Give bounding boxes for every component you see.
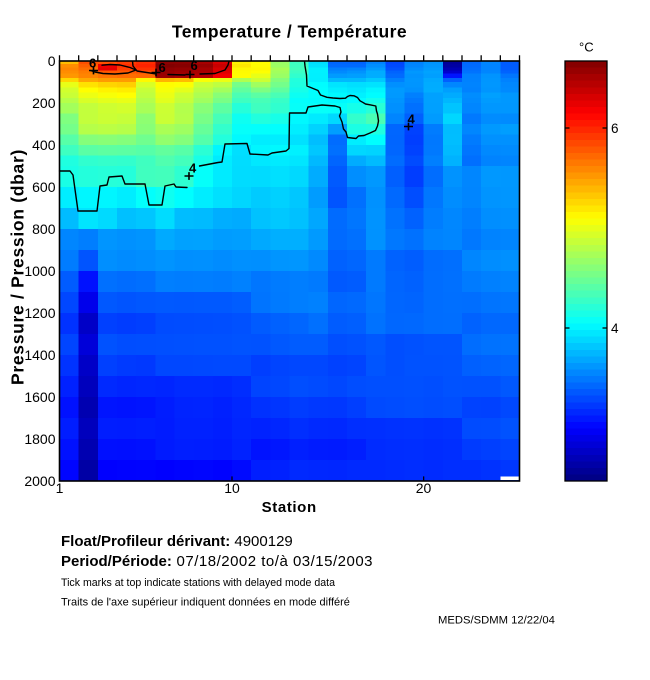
- svg-text:1400: 1400: [24, 347, 55, 363]
- svg-text:1600: 1600: [24, 389, 55, 405]
- svg-text:Temperature / Température: Temperature / Température: [172, 22, 407, 42]
- svg-text:Period/Période: 07/18/2002 t: Period/Période: 07/18/2002 to/à 03/15/20…: [61, 553, 373, 570]
- svg-text:6: 6: [159, 60, 166, 75]
- svg-text:MEDS/SDMM 12/22/04: MEDS/SDMM 12/22/04: [438, 615, 555, 627]
- svg-text:800: 800: [32, 221, 56, 237]
- svg-text:Pressure / Pression (dbar): Pressure / Pression (dbar): [8, 149, 28, 385]
- svg-text:Station: Station: [262, 499, 317, 516]
- svg-text:6: 6: [191, 58, 198, 73]
- svg-text:1: 1: [56, 480, 64, 496]
- svg-text:°C: °C: [579, 40, 594, 55]
- svg-text:Float/Profileur dérivant: 4900: Float/Profileur dérivant: 4900129: [61, 533, 293, 550]
- svg-text:20: 20: [416, 480, 432, 496]
- svg-text:4: 4: [611, 321, 619, 336]
- svg-text:400: 400: [32, 137, 56, 153]
- svg-text:600: 600: [32, 179, 56, 195]
- svg-text:10: 10: [224, 480, 240, 496]
- svg-text:4: 4: [408, 112, 416, 127]
- svg-text:1000: 1000: [24, 263, 55, 279]
- svg-text:200: 200: [32, 95, 56, 111]
- svg-text:6: 6: [89, 56, 96, 71]
- svg-text:Traits de l'axe supérieur indi: Traits de l'axe supérieur indiquent donn…: [61, 596, 350, 608]
- svg-text:1200: 1200: [24, 305, 55, 321]
- svg-text:0: 0: [48, 53, 56, 69]
- svg-text:4: 4: [189, 161, 197, 176]
- svg-text:2000: 2000: [24, 473, 55, 489]
- svg-text:Tick marks at top indicate sta: Tick marks at top indicate stations with…: [61, 577, 335, 589]
- svg-text:1800: 1800: [24, 431, 55, 447]
- svg-text:6: 6: [611, 121, 619, 136]
